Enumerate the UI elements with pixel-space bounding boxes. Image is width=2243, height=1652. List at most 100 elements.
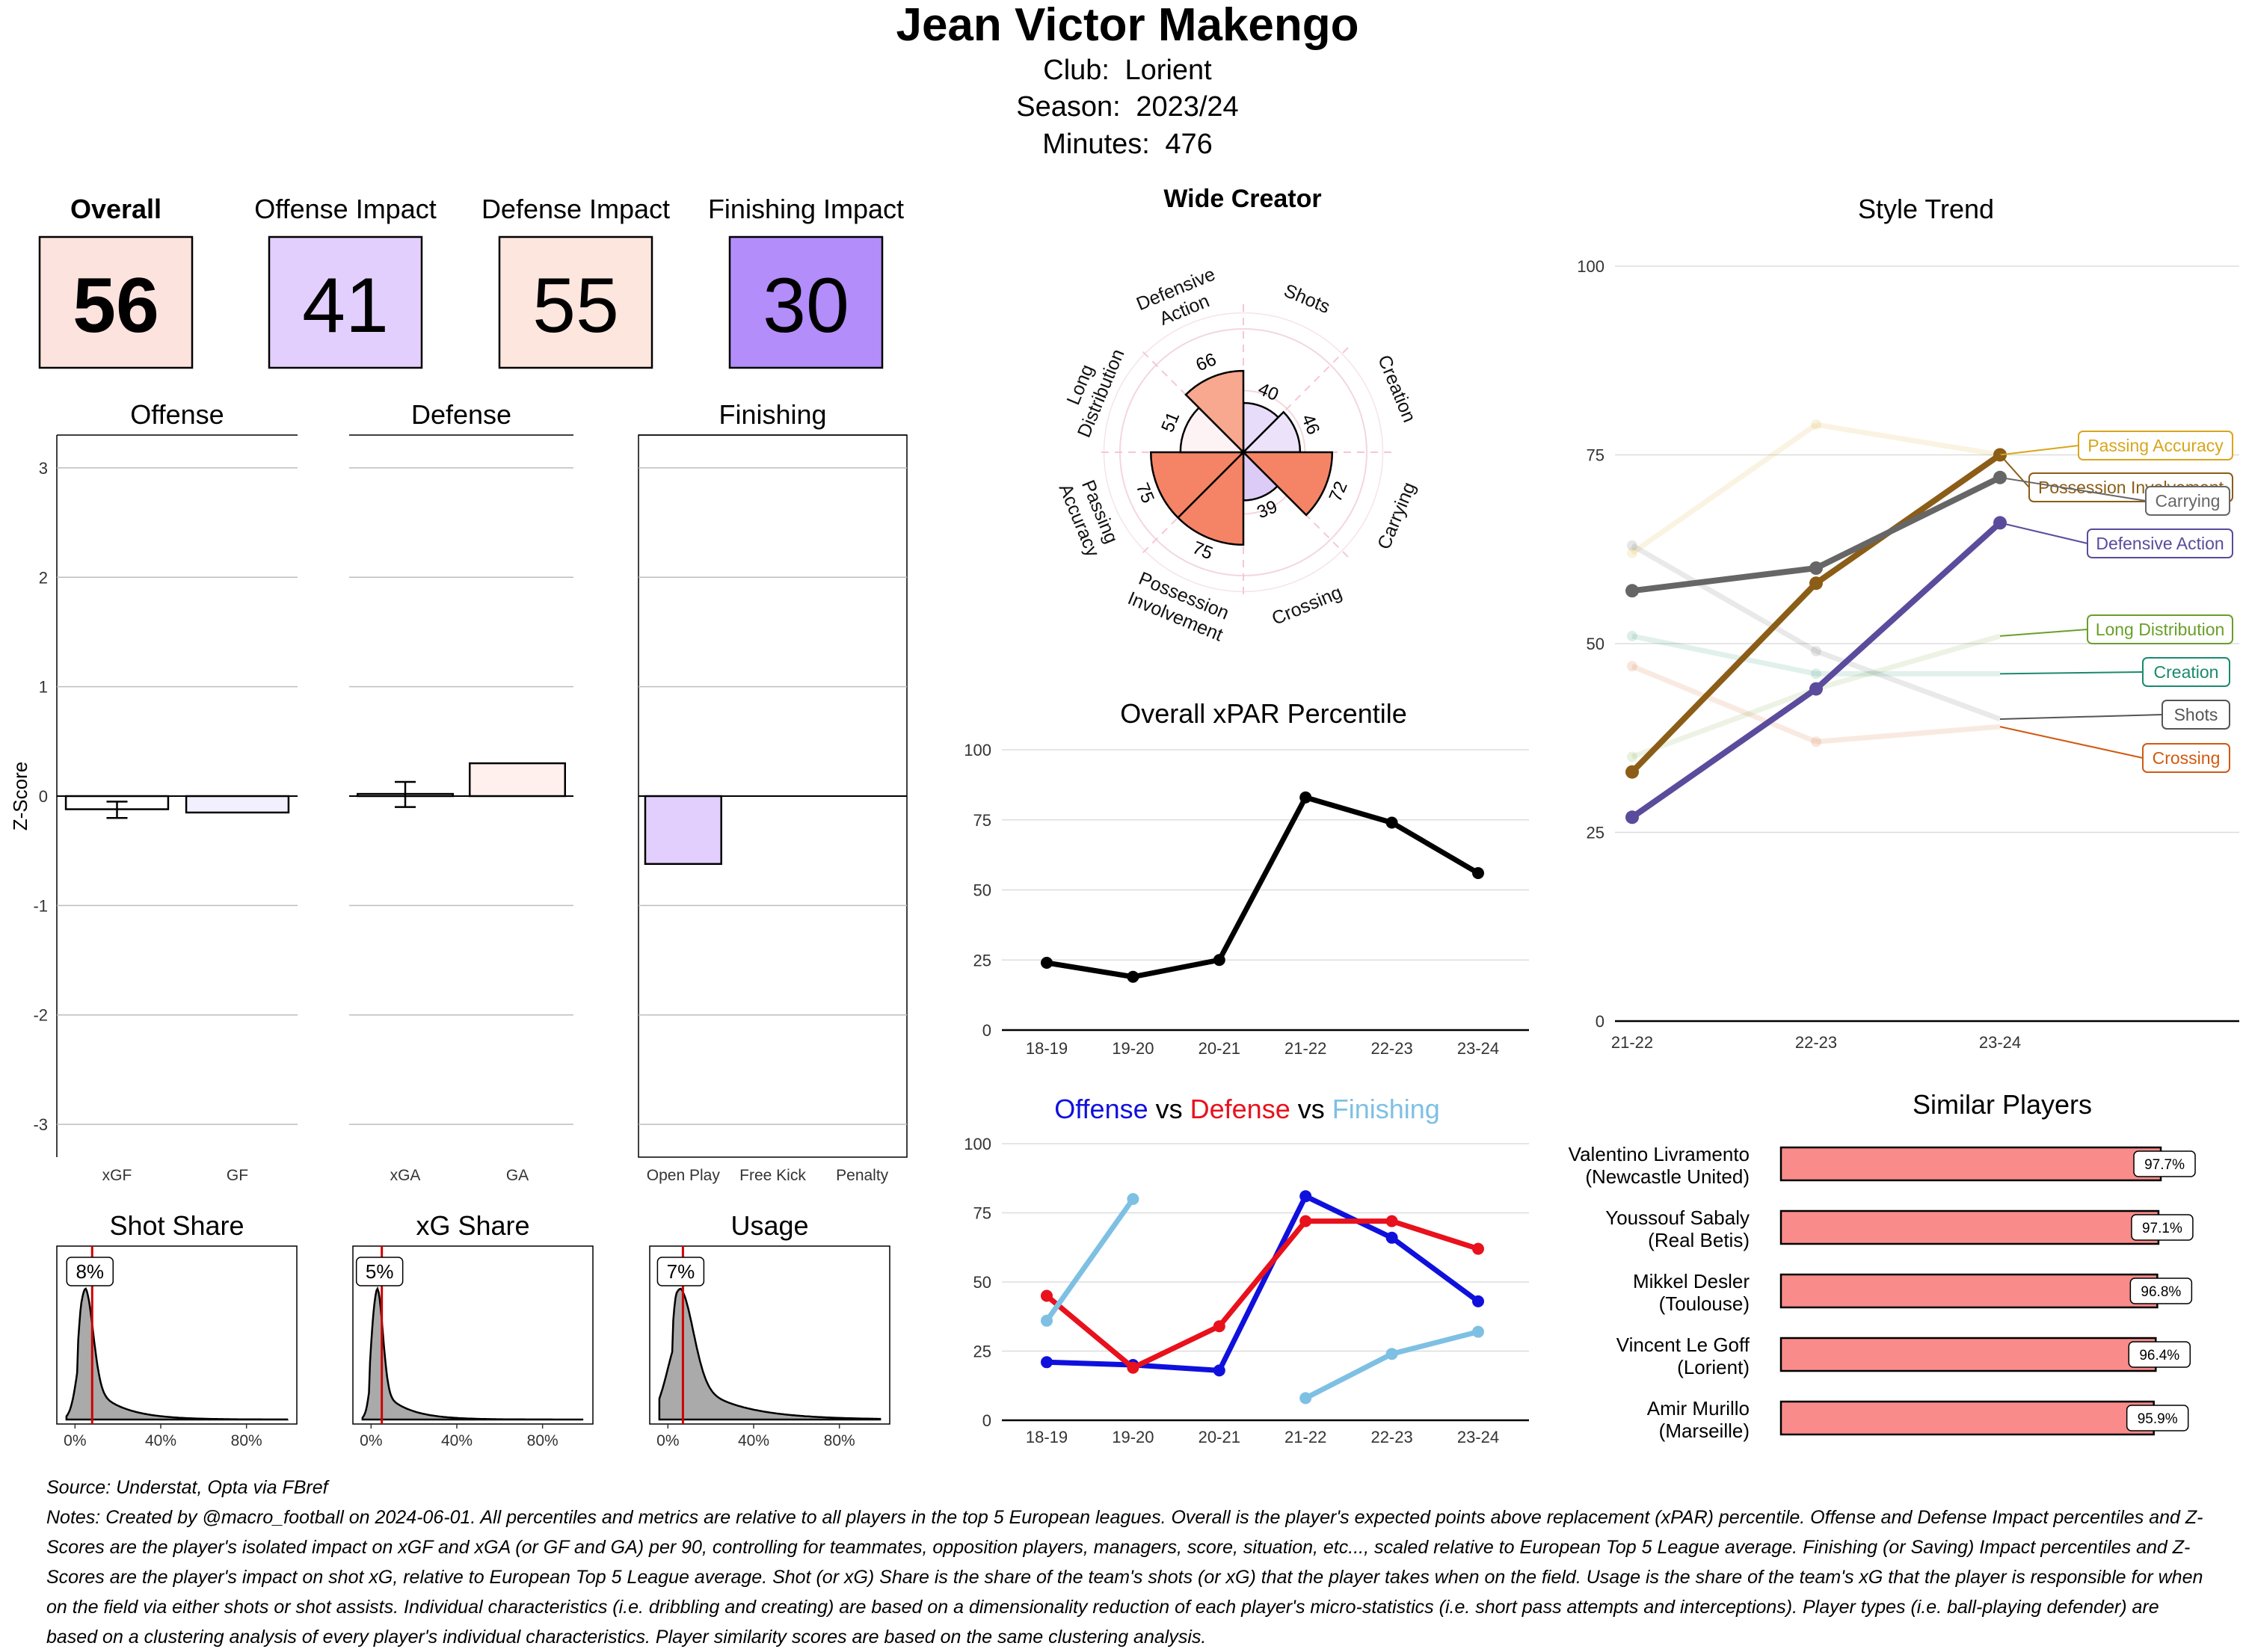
x-tick-label: 0%	[64, 1432, 86, 1449]
x-tick-label: 22-23	[1370, 1428, 1412, 1446]
ovd-title-part: Finishing	[1332, 1094, 1440, 1124]
y-tick-label: 50	[973, 881, 991, 900]
club-label: Club:	[1043, 55, 1110, 86]
similarity-label: 96.8%	[2141, 1284, 2181, 1300]
faded-point	[1811, 646, 1821, 657]
faded-point	[1811, 736, 1821, 748]
label-leader	[1999, 445, 2079, 456]
series-line-finishing	[1304, 1329, 1479, 1401]
x-tick-label: 23-24	[1457, 1039, 1499, 1058]
similarity-label: 97.1%	[2142, 1221, 2182, 1236]
radar-category-label: Shots	[1281, 280, 1333, 318]
series-line-finishing	[1044, 1197, 1136, 1322]
minutes-value: 476	[1165, 129, 1212, 160]
impact-label: Defense Impact	[481, 194, 670, 224]
ovd-title-part: vs	[1290, 1094, 1332, 1124]
player-name: Vincent Le Goff	[1616, 1334, 1750, 1356]
radar-value-label: 75	[1190, 537, 1216, 564]
series-point-offense	[1385, 1231, 1398, 1244]
similar-players-chart: Similar Players Valentino Livramento(Newc…	[1569, 1089, 2196, 1442]
season-value: 2023/24	[1136, 91, 1238, 123]
xpar-point	[1041, 957, 1053, 969]
club-line: Club: Lorient	[1043, 55, 1212, 86]
offense-defense-finishing-chart: Offense vs Defense vs Finishing 0 25 50 75 10…	[964, 1094, 1529, 1446]
faded-point	[1627, 661, 1637, 672]
x-tick-label: 23-24	[1979, 1033, 2021, 1052]
impact-value: 56	[73, 262, 159, 349]
series-point-finishing	[1299, 1392, 1312, 1405]
category-label: GF	[227, 1167, 248, 1184]
dist-title: Shot Share	[109, 1210, 244, 1241]
radar-wedge	[1240, 451, 1334, 517]
zscore-panel-finishing: Finishing Open Play Free Kick Penalty	[638, 399, 908, 1184]
series-point-offense	[1213, 1364, 1225, 1377]
value-label-box	[355, 1257, 404, 1286]
label-leader	[1999, 522, 2088, 544]
faded-point	[1627, 751, 1637, 762]
zscore-tick-label: -1	[33, 896, 48, 915]
impact-label: Overall	[70, 194, 161, 224]
y-tick-label: 25	[973, 951, 991, 970]
footer-notes: Source: Understat, Opta via FBref Notes:…	[46, 1473, 2215, 1652]
impact-value: 30	[763, 262, 849, 349]
impact-value: 41	[302, 262, 389, 349]
radar-category-label: PossessionInvolvement	[1124, 567, 1234, 645]
style-point	[1625, 810, 1639, 825]
similarity-label-box	[2126, 1405, 2189, 1431]
faded-segment	[1631, 686, 1818, 759]
xpar-point	[1299, 791, 1312, 804]
label-leader	[1999, 714, 2163, 720]
series-label-box	[2142, 657, 2230, 687]
faded-segment	[1631, 633, 1817, 676]
x-tick-label: 0%	[360, 1432, 382, 1449]
xpar-percentile-chart: Overall xPAR Percentile 0 25 50 75 100 18-19 19…	[964, 698, 1529, 1058]
series-label-box	[2142, 743, 2230, 773]
series-point-defense	[1472, 1242, 1484, 1255]
label-leader	[1999, 476, 2147, 502]
impact-label: Finishing Impact	[708, 194, 904, 224]
zscore-tick-label: -3	[33, 1115, 48, 1134]
player-dashboard: Jean Victor Makengo Club: Lorient Season…	[9, 0, 2239, 1449]
series-label: Creation	[2154, 662, 2219, 682]
style-title: Style Trend	[1858, 194, 1994, 224]
x-tick-label: 18-19	[1026, 1039, 1068, 1058]
dist-panel: xG Share 5% 0% 40% 80%	[352, 1210, 594, 1449]
player-club: (Marseille)	[1659, 1420, 1750, 1442]
radar-category-line: Shots	[1281, 280, 1333, 318]
y-tick-label: 100	[964, 1135, 991, 1153]
style-point	[1625, 765, 1639, 779]
series-label-box	[2087, 528, 2233, 558]
y-tick-label: 0	[982, 1411, 991, 1430]
similarity-bar	[1779, 1337, 2157, 1372]
similarity-label-box	[2133, 1150, 2196, 1177]
ovd-title: Offense vs Defense vs Finishing	[1054, 1094, 1440, 1124]
x-tick-label: 80%	[527, 1432, 559, 1449]
xpar-point	[1213, 954, 1225, 967]
radar-category-label: PassingAccuracy	[1055, 472, 1124, 561]
x-tick-label: 40%	[738, 1432, 769, 1449]
radar-value-label: 72	[1326, 478, 1352, 505]
zscore-panel-offense: Offense xGF GF	[56, 399, 298, 1184]
series-point-finishing	[1127, 1193, 1139, 1205]
zscore-tick-label: 1	[39, 678, 48, 697]
x-tick-label: 18-19	[1026, 1428, 1068, 1446]
category-label: GA	[506, 1167, 529, 1184]
source-text: Source: Understat, Opta via FBref	[46, 1477, 328, 1498]
series-point-defense	[1041, 1289, 1053, 1302]
zscore-tick-label: 0	[39, 787, 48, 806]
impact-box	[498, 235, 653, 369]
radar-value-label: 51	[1157, 409, 1184, 435]
x-tick-label: 21-22	[1611, 1033, 1653, 1052]
ovd-title-part: Offense	[1054, 1094, 1148, 1124]
y-tick-label: 75	[973, 1204, 991, 1223]
dist-panel: Usage 7% 0% 40% 80%	[649, 1210, 890, 1449]
radar-value-label: 66	[1193, 349, 1219, 375]
y-tick-label: 100	[1577, 257, 1604, 276]
x-tick-label: 23-24	[1457, 1428, 1499, 1446]
series-point-defense	[1385, 1215, 1398, 1227]
series-label-box	[2145, 486, 2230, 516]
style-point	[1809, 576, 1823, 591]
similarity-label-box	[2131, 1214, 2194, 1241]
y-tick-label: 0	[982, 1021, 991, 1040]
